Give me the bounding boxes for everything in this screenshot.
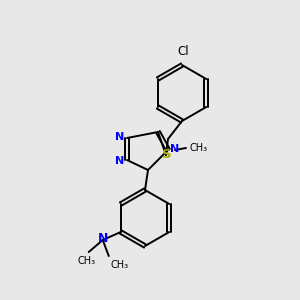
Text: N: N (116, 132, 124, 142)
Text: CH₃: CH₃ (111, 260, 129, 270)
Text: S: S (162, 148, 172, 161)
Text: CH₃: CH₃ (78, 256, 96, 266)
Text: N: N (98, 232, 108, 245)
Text: N: N (170, 144, 180, 154)
Text: CH₃: CH₃ (190, 143, 208, 153)
Text: N: N (116, 156, 124, 166)
Text: Cl: Cl (177, 45, 189, 58)
